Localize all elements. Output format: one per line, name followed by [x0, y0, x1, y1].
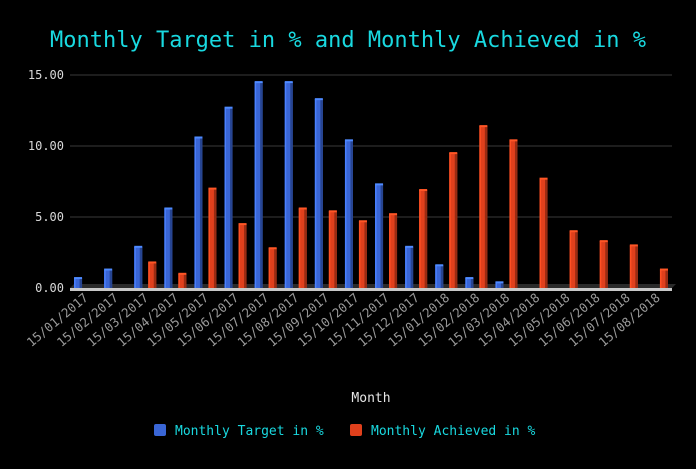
chart-floor: [70, 284, 676, 291]
bar-target: [224, 106, 233, 288]
bars: [74, 81, 668, 289]
y-tick-label: 0.00: [35, 281, 64, 295]
bar-target: [164, 207, 173, 288]
bar-target: [254, 81, 263, 288]
bar-achieved: [599, 240, 608, 288]
bar-target: [495, 281, 504, 288]
bar-target: [344, 139, 353, 288]
x-axis-ticks: 15/01/201715/02/201715/03/201715/04/2017…: [24, 290, 663, 350]
x-axis-label: Month: [351, 391, 390, 406]
bar-achieved: [629, 244, 638, 288]
legend: Monthly Target in % Monthly Achieved in %: [154, 424, 536, 439]
bar-achieved: [208, 187, 217, 288]
bar-achieved: [449, 152, 458, 288]
y-axis-ticks: 0.00 5.00 10.00 15.00: [28, 68, 64, 295]
bar-achieved: [358, 220, 367, 288]
bar-achieved: [569, 230, 578, 288]
bar-achieved: [659, 268, 668, 288]
legend-item: Monthly Achieved in %: [350, 424, 536, 439]
bar-target: [134, 245, 143, 288]
bar-achieved: [419, 189, 428, 288]
floor-top: [70, 284, 676, 288]
bar-target: [284, 81, 293, 288]
y-tick-label: 5.00: [35, 210, 64, 224]
bar-achieved: [328, 210, 337, 288]
bar-target: [194, 136, 203, 288]
x-axis-line: [70, 288, 672, 291]
bar-target: [435, 264, 444, 288]
bar-achieved: [238, 223, 247, 288]
bar-achieved: [389, 213, 398, 288]
legend-label: Monthly Achieved in %: [371, 424, 536, 439]
bar-target: [314, 98, 323, 288]
bar-achieved: [539, 177, 548, 288]
chart-title: Monthly Target in % and Monthly Achieved…: [50, 28, 646, 53]
bar-target: [74, 277, 83, 288]
bar-achieved: [479, 125, 488, 289]
bar-achieved: [509, 139, 518, 288]
y-tick-label: 15.00: [28, 68, 64, 82]
legend-swatch: [154, 424, 166, 436]
bar-achieved: [178, 272, 187, 288]
bar-target: [405, 245, 414, 288]
bar-achieved: [148, 261, 157, 288]
bar-target: [104, 268, 113, 288]
gridlines: [70, 74, 672, 218]
bar-achieved: [298, 207, 307, 288]
bar-target: [465, 277, 474, 288]
bar-target: [375, 183, 384, 288]
y-tick-label: 10.00: [28, 139, 64, 153]
bar-achieved: [268, 247, 277, 288]
legend-item: Monthly Target in %: [154, 424, 324, 439]
legend-label: Monthly Target in %: [175, 424, 324, 439]
legend-swatch: [350, 424, 362, 436]
